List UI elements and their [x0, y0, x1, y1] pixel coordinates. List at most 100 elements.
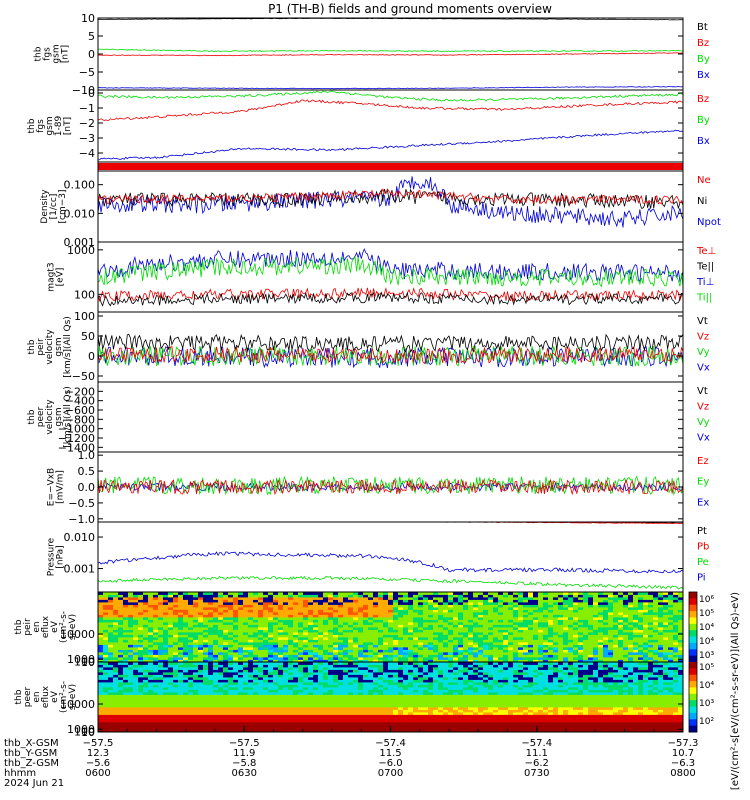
x-tick-label: 11.1	[526, 748, 548, 759]
y-tick-label: 1.0	[78, 449, 96, 462]
legend-entry: Bx	[697, 70, 710, 81]
y-axis-label: [km/s](All Qs)	[63, 316, 73, 378]
y-axis-label: fgs	[36, 119, 46, 133]
x-tick-label: 0800	[670, 768, 695, 779]
panel-6: −200−400−600−800−1000−1200−1400 thb peer ve…	[27, 381, 710, 454]
y-tick-label: 0.100	[64, 179, 96, 192]
y-axis-label: gsm	[54, 337, 64, 356]
y-axis-label: fgs	[43, 47, 53, 61]
x-tick-label: 0630	[232, 768, 257, 779]
y-axis-label: eflux	[41, 615, 51, 638]
y-axis-label: thb	[34, 46, 44, 61]
y-tick-label: 10	[81, 656, 95, 669]
y-tick-label: −1	[79, 102, 95, 115]
panel-frame	[97, 521, 684, 593]
y-axis-label: E=−VxB	[47, 468, 57, 506]
legend-entry: Te||	[696, 262, 714, 273]
panel-3: 0.100 0.010 0.001 Density [1/cc] [cm−3] Ne Ni Np…	[40, 170, 721, 249]
y-axis-label: Density	[40, 189, 50, 224]
legend-entry: Ti⊥	[696, 277, 714, 288]
y-axis-label: Pressure	[47, 537, 57, 576]
y-tick-label: 10	[81, 12, 95, 25]
y-tick-label: −3	[79, 132, 95, 145]
colorbar-tick: 10⁶	[699, 595, 714, 605]
series-line-Npot	[98, 176, 683, 228]
y-axis-label: [eV]	[56, 268, 66, 287]
y-axis-label: [nT]	[61, 45, 71, 63]
y-tick-label: 0	[88, 48, 95, 61]
y-tick-label: 50	[81, 330, 95, 343]
colorbar-tick: 10²	[699, 717, 714, 727]
legend-entry: Vz	[697, 402, 709, 413]
y-tick-label: 0	[88, 350, 95, 363]
colorbar-tick: 10³	[699, 651, 714, 661]
series-line-Pe	[98, 575, 683, 590]
colorbar-frame	[688, 591, 698, 733]
y-axis-label: eV	[50, 620, 60, 633]
x-tick-label: −5.8	[232, 758, 256, 769]
series-line-Te||	[98, 291, 683, 307]
y-tick-label: −200	[65, 385, 95, 398]
x-tick-label: 11.5	[379, 748, 401, 759]
legend-entry: Pt	[697, 526, 707, 537]
figure-title: P1 (TH-B) fields and ground moments over…	[268, 2, 552, 16]
legend-entry: Ez	[697, 456, 709, 467]
y-axis-label: [nT]	[63, 117, 73, 135]
x-tick-label: −6.0	[378, 758, 402, 769]
y-axis-label: peer	[23, 686, 33, 707]
series-line-Ti⊥	[98, 248, 683, 283]
panel-2	[97, 161, 684, 172]
y-axis-label: peir	[23, 618, 33, 636]
series-line-Ni	[98, 188, 683, 209]
x-axis-row-label: thb_Z-GSM	[4, 758, 59, 769]
legend-entry: Vy	[697, 417, 710, 428]
y-tick-label: 1000	[67, 653, 95, 666]
y-axis-label: [cm−3]	[58, 189, 68, 223]
y-tick-label: 1000	[67, 244, 95, 257]
legend-entry: Pb	[697, 542, 709, 553]
panel-1: 0 −1 −2 −3 −4 thb fgs gsm 1-89 [nT] Bz By Bx	[27, 87, 710, 163]
y-axis-label: thb	[14, 619, 24, 634]
x-tick-label: −6.2	[525, 758, 549, 769]
y-axis-label: (cm²-s-	[59, 681, 69, 713]
panel-7: 1.0 0.5 0.0 −0.5 −1.0 E=−VxB [mV/m] Ez Ey Ex	[47, 449, 710, 526]
y-tick-label: −800	[65, 413, 95, 426]
legend-entry: Bx	[697, 136, 710, 147]
x-tick-label: −5.6	[86, 758, 110, 769]
x-axis-row-label: hhmm	[4, 768, 36, 779]
series-line-By	[98, 90, 683, 102]
panel-frame	[97, 17, 684, 91]
y-axis-label: sr-eV)	[68, 614, 78, 640]
series-line-Ti||	[98, 256, 683, 288]
panel-frame	[97, 89, 684, 163]
y-axis-label: thb	[27, 409, 37, 424]
panel-5: 100 50 0 −50 thb peir velocity gsm [km/s](All Qs…	[27, 310, 710, 383]
x-tick-label: −57.4	[375, 738, 406, 749]
legend-entry: Vy	[697, 347, 710, 358]
y-axis-label: thb	[14, 689, 24, 704]
y-tick-label: −5	[79, 66, 95, 79]
colorbar: 10⁶ 10⁵ 10⁴ 10⁴ 10³ 10⁵ 10⁴ 10³ 10² [eV/(cm²-s[eV…	[688, 591, 741, 790]
y-axis-label: eflux	[41, 685, 51, 708]
y-tick-label: −1200	[58, 432, 95, 445]
date-label: 2024 Jun 21	[4, 778, 64, 789]
series-line-Bz	[98, 52, 683, 57]
x-tick-label: 12.3	[87, 748, 109, 759]
colorbar-tick: 10⁴	[699, 681, 714, 691]
legend-entry: Npot	[697, 217, 721, 228]
legend-entry: Ey	[697, 477, 709, 488]
y-tick-label: 0.0	[78, 481, 96, 494]
y-tick-label: −50	[72, 370, 95, 383]
x-axis-row-label: thb_Y-GSM	[4, 748, 57, 759]
y-tick-label: 10	[81, 726, 95, 739]
y-tick-label: −1400	[58, 441, 95, 454]
x-tick-label: −57.3	[668, 738, 699, 749]
y-axis-label: gsm	[54, 407, 64, 426]
panel-4: 1000 100 magt3 [eV] Te⊥ Te|| Ti⊥ Ti||	[47, 241, 716, 313]
legend-entry: Bz	[697, 38, 709, 49]
series-line-Ne	[98, 188, 683, 206]
panel-0: 10 5 0 −5 −10 thb fgs gsm [nT] Bt Bz By Bx	[34, 12, 710, 97]
